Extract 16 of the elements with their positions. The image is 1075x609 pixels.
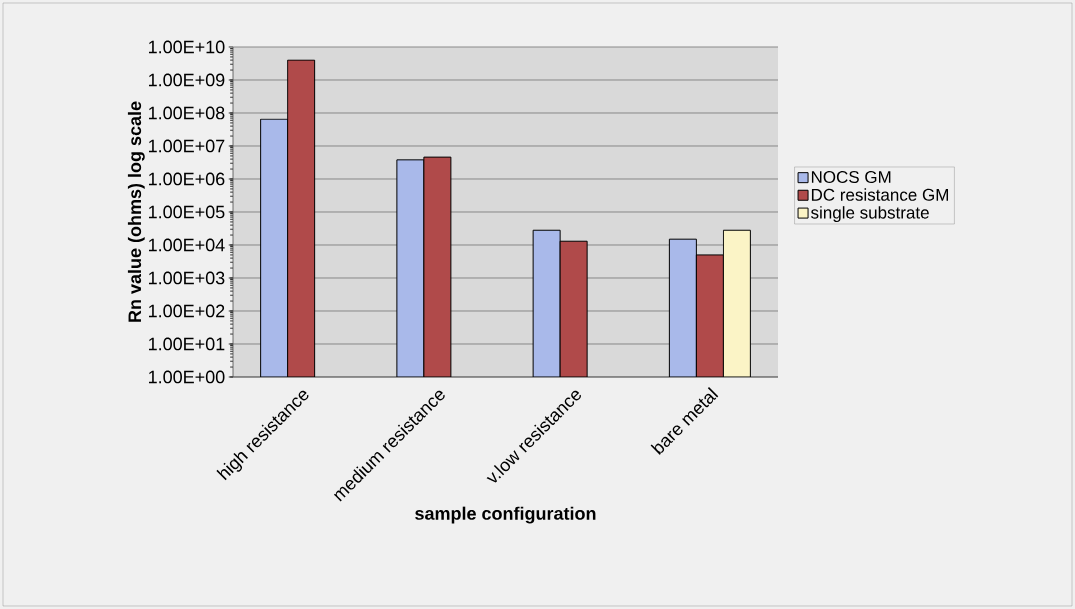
y-tick-label: 1.00E+02 — [149, 304, 225, 318]
y-tick-label: 1.00E+01 — [149, 337, 225, 351]
y-tick-label: 1.00E+04 — [149, 238, 225, 252]
y-tick-label: 1.00E+10 — [149, 40, 225, 54]
y-tick-label: 1.00E+03 — [149, 271, 225, 285]
y-tick-label: 1.00E+05 — [149, 205, 225, 219]
y-tick-label: 1.00E+06 — [149, 172, 225, 186]
x-axis-title: sample configuration — [415, 506, 596, 524]
y-tick-label: 1.00E+09 — [149, 73, 225, 87]
legend-label: NOCS GM — [811, 170, 891, 184]
y-axis-title: Rn value (ohms) log scale — [127, 101, 145, 322]
y-tick-label: 1.00E+08 — [149, 106, 225, 120]
y-tick-label: 1.00E+07 — [149, 139, 225, 153]
y-tick-label: 1.00E+00 — [149, 370, 225, 384]
legend-label: DC resistance GM — [811, 188, 948, 201]
legend-label: single substrate — [811, 206, 929, 223]
